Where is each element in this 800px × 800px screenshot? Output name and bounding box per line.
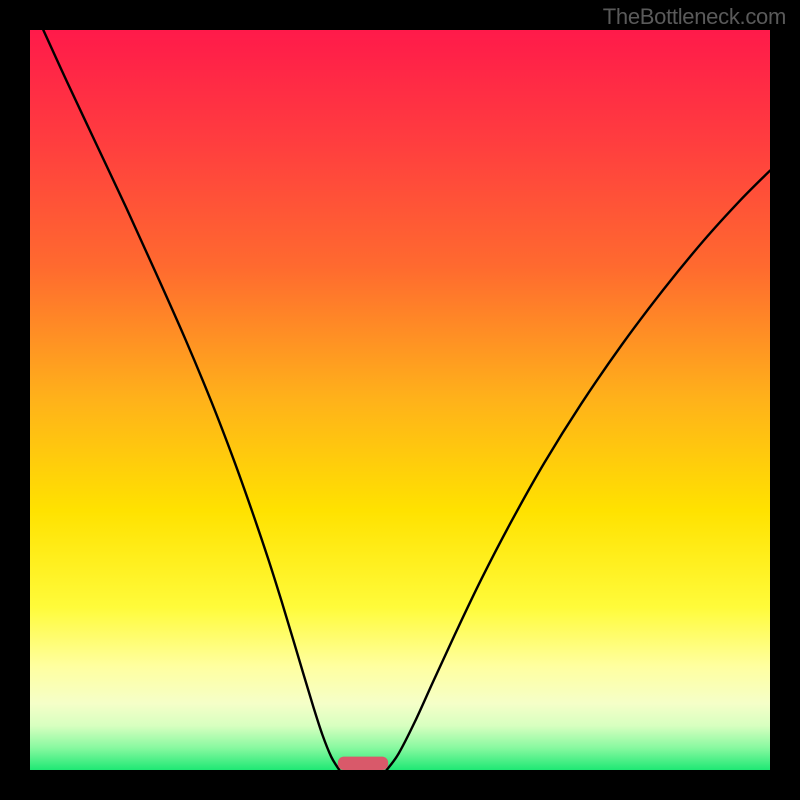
- chart-container: [30, 30, 770, 770]
- chart-background: [30, 30, 770, 770]
- bottleneck-chart: [30, 30, 770, 770]
- watermark-text: TheBottleneck.com: [603, 4, 786, 30]
- bottleneck-marker: [338, 757, 388, 770]
